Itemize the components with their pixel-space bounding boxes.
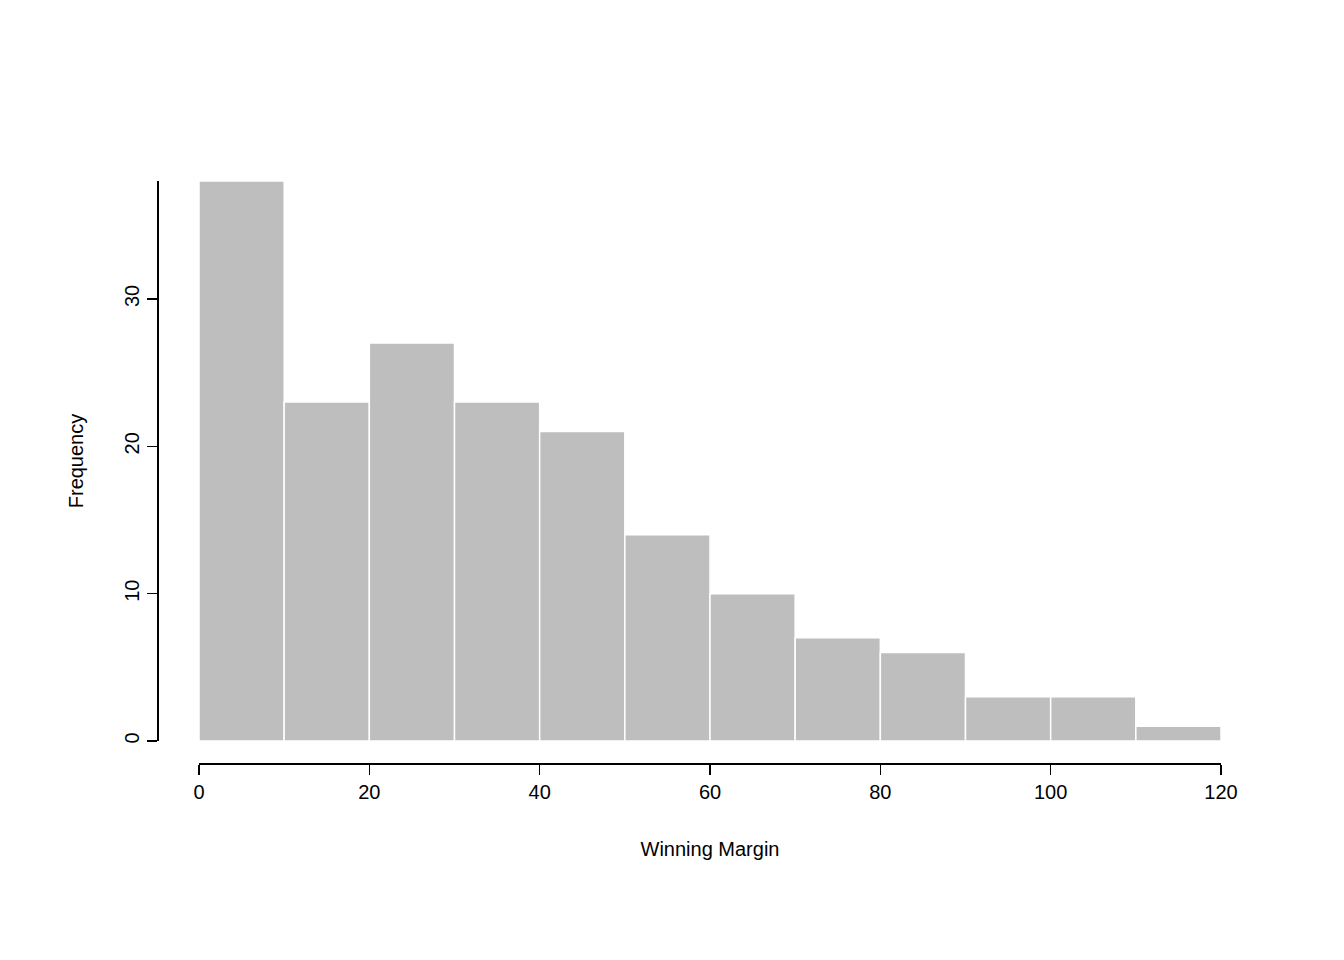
svg-text:100: 100 — [1034, 781, 1067, 803]
svg-text:40: 40 — [529, 781, 551, 803]
svg-text:20: 20 — [121, 432, 143, 454]
svg-text:20: 20 — [358, 781, 380, 803]
svg-text:60: 60 — [699, 781, 721, 803]
svg-text:Winning Margin: Winning Margin — [641, 838, 780, 860]
svg-text:30: 30 — [121, 285, 143, 307]
svg-text:0: 0 — [193, 781, 204, 803]
svg-text:Frequency: Frequency — [65, 414, 87, 509]
svg-text:0: 0 — [121, 732, 143, 743]
svg-text:80: 80 — [869, 781, 891, 803]
svg-text:10: 10 — [121, 580, 143, 602]
svg-text:120: 120 — [1204, 781, 1237, 803]
